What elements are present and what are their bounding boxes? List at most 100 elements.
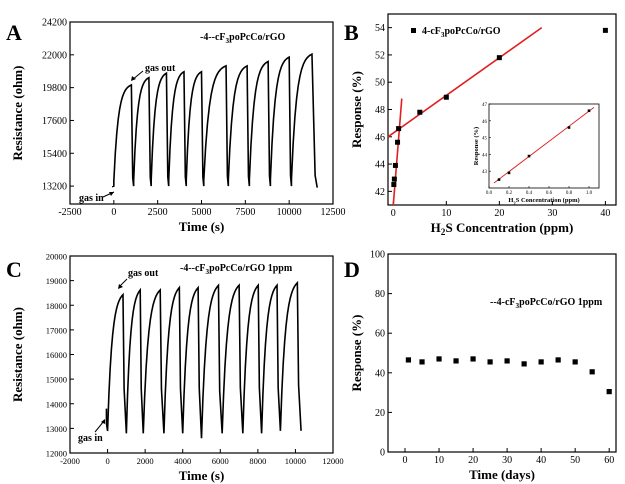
y-tick-label: 20 [375, 408, 385, 419]
inset-x-tick-label: 0.8 [566, 191, 573, 196]
x-tick-label: 0 [403, 455, 408, 466]
x-tick-label: 20 [494, 208, 504, 219]
y-tick-label: 18000 [46, 301, 67, 311]
arrow-head-gas-in [101, 419, 105, 424]
data-point-b [496, 55, 502, 61]
inset-x-tick-label: 0.2 [506, 191, 513, 196]
y-axis-label: Resistance (ohm) [10, 307, 25, 402]
data-point-d [419, 359, 425, 365]
y-tick-label: 13000 [46, 424, 67, 434]
x-tick-label: 12500 [321, 207, 346, 218]
data-point-d [453, 358, 459, 364]
data-point-d [436, 356, 442, 362]
panel-letter-a: A [6, 20, 22, 45]
x-tick-label: 0 [391, 208, 396, 219]
y-tick-label: 17000 [46, 325, 67, 335]
data-point-d [504, 358, 510, 364]
x-tick-label: 6000 [212, 456, 229, 466]
y-tick-label: 50 [375, 78, 385, 89]
x-axis-label: Time (s) [179, 468, 225, 483]
annotation-gas-in: gas in [79, 193, 104, 204]
x-tick-label: 30 [547, 208, 557, 219]
data-point-d [538, 359, 544, 365]
inset-x-tick-label: 0.4 [526, 191, 533, 196]
data-point-d [487, 359, 493, 365]
panel-letter-c: C [6, 257, 22, 282]
y-tick-label: 14000 [46, 399, 67, 409]
inset-data-point [497, 178, 501, 181]
x-tick-label: 8000 [249, 456, 266, 466]
inset-data-point [507, 171, 511, 175]
x-axis-label: H2S Concentration (ppm) [431, 220, 574, 238]
x-tick-label: -2500 [58, 207, 81, 218]
data-point-b [391, 176, 397, 182]
x-tick-label: 0 [105, 456, 109, 466]
x-tick-label: 50 [570, 455, 580, 466]
data-point-d [606, 389, 612, 395]
chart-b-response-vs-concentration: 0 10 20 30 40 42 44 46 48 50 52 54 H2S Concentration… [349, 13, 617, 238]
inset-fit-line [493, 107, 595, 184]
annotation-gas-out: gas out [145, 63, 176, 74]
y-tick-label: 22000 [42, 50, 67, 61]
legend-c: -4--cF3poPcCo/rGO 1ppm [180, 263, 293, 276]
arrow-head-gas-out [131, 76, 136, 81]
inset-x-axis-label: H2S Concentration (ppm) [508, 197, 579, 207]
x-tick-label: 12000 [322, 456, 343, 466]
y-tick-label: 46 [375, 132, 385, 143]
fit-line-b-0 [392, 98, 403, 206]
panel-letter-b: B [344, 20, 359, 45]
x-tick-label: 7500 [235, 207, 255, 218]
data-point-b [443, 94, 449, 100]
y-tick-label: 44 [375, 160, 385, 171]
x-tick-label: 10000 [277, 207, 302, 218]
inset-y-tick-label: 45 [482, 137, 488, 142]
x-tick-label: 30 [502, 455, 512, 466]
y-tick-label: 80 [375, 289, 385, 300]
chart-a-resistance-vs-time: -2500 0 2500 5000 7500 10000 12500 13200 15400 17… [10, 18, 346, 235]
y-tick-label: 13200 [42, 182, 67, 193]
y-tick-label: 15000 [46, 375, 67, 385]
annotation-gas-out: gas out [128, 268, 159, 279]
y-tick-label: 42 [375, 187, 385, 198]
data-point-b [417, 109, 423, 115]
data-point-d [589, 369, 595, 375]
chart-d-response-vs-days: 0 10 20 30 40 50 60 0 20 40 60 80 100 Time (days) Resp… [349, 250, 617, 482]
fit-line-b-1 [387, 26, 543, 138]
y-tick-label: 60 [375, 329, 385, 340]
inset-y-tick-label: 44 [482, 153, 488, 158]
legend-marker-b [411, 28, 416, 33]
inset-y-tick-label: 47 [482, 103, 488, 108]
inset-data-point [587, 109, 591, 113]
x-tick-label: 10 [441, 208, 451, 219]
data-point-d [555, 357, 561, 363]
data-point-b [392, 162, 398, 168]
y-tick-label: 54 [375, 23, 385, 34]
x-tick-label: 0 [111, 207, 116, 218]
resistance-curve-c [105, 280, 302, 439]
data-point-b [396, 126, 402, 132]
x-tick-label: 2500 [148, 207, 168, 218]
x-axis-label: Time (s) [179, 219, 225, 234]
x-tick-label: 2000 [137, 456, 154, 466]
chart-c-resistance-vs-time-1ppm: -2000 0 2000 4000 6000 8000 10000 12000 12000 130… [10, 252, 344, 484]
arrow-head-gas-in [109, 192, 114, 196]
data-point-d [572, 359, 578, 365]
y-tick-label: 100 [370, 250, 385, 261]
data-point-b [395, 139, 401, 145]
data-point-d [521, 361, 527, 367]
inset-plot: 0.0 0.2 0.4 0.6 0.8 1.0 43 44 45 46 47 H2S Concentr… [473, 103, 600, 207]
x-tick-label: 60 [604, 455, 614, 466]
x-axis-label: Time (days) [469, 467, 535, 482]
y-tick-label: 12000 [46, 449, 67, 459]
x-tick-label: 4000 [174, 456, 191, 466]
y-tick-label: 15400 [42, 149, 67, 160]
resistance-curve-a [111, 52, 319, 188]
inset-x-tick-label: 1.0 [586, 191, 593, 196]
legend-d: --4-cF3poPcCo/rGO 1ppm [490, 297, 603, 310]
y-tick-label: 20000 [46, 252, 67, 262]
panel-letter-d: D [344, 257, 360, 282]
annotation-gas-in: gas in [78, 433, 103, 444]
x-tick-label: 10 [434, 455, 444, 466]
x-tick-label: 20 [468, 455, 478, 466]
y-tick-label: 16000 [46, 350, 67, 360]
